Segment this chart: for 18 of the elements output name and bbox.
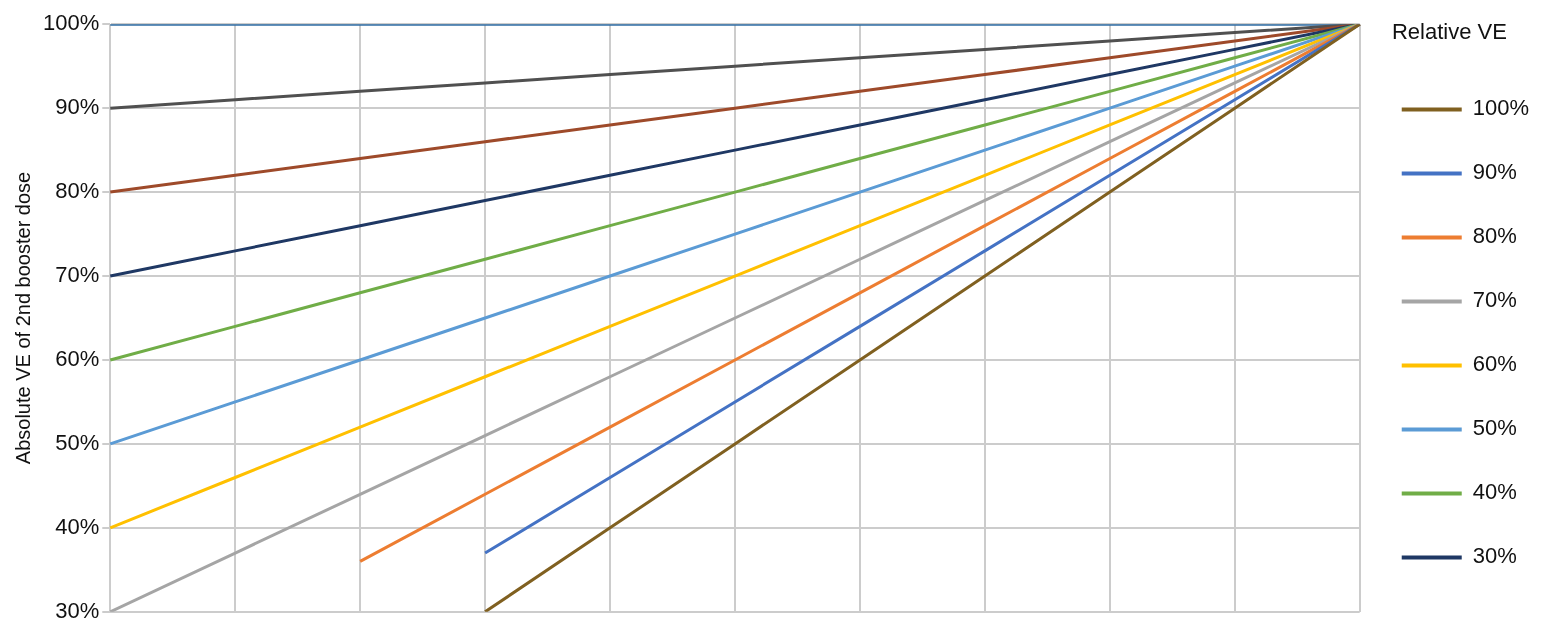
y-tick-label: 50% xyxy=(55,429,100,455)
y-tick-label: 40% xyxy=(55,513,100,539)
legend-label: 80% xyxy=(1472,223,1517,249)
legend-title: Relative VE xyxy=(1391,19,1507,45)
y-tick-label: 60% xyxy=(55,346,100,372)
legend-label: 100% xyxy=(1472,95,1530,121)
y-tick-label: 100% xyxy=(42,10,100,36)
y-axis-title: Absolute VE of 2nd booster dose xyxy=(11,171,34,465)
legend-label: 50% xyxy=(1472,415,1517,441)
y-tick-label: 90% xyxy=(55,94,100,120)
y-tick-label: 80% xyxy=(55,178,100,204)
legend-label: 70% xyxy=(1472,287,1517,313)
legend-label: 40% xyxy=(1472,479,1517,505)
y-tick-label: 70% xyxy=(55,262,100,288)
legend-label: 60% xyxy=(1472,351,1517,377)
legend-label: 30% xyxy=(1472,543,1517,569)
y-tick-label: 30% xyxy=(55,597,100,623)
legend-label: 90% xyxy=(1472,159,1517,185)
